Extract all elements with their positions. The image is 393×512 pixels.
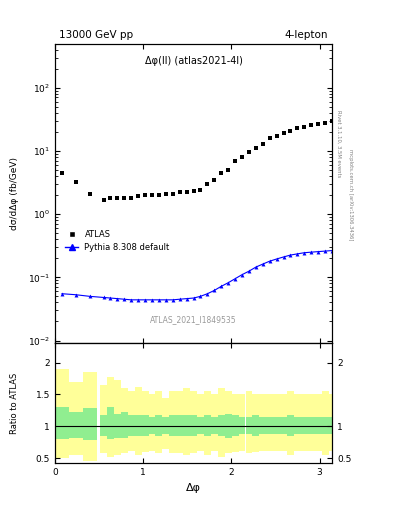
Point [197,186,204,194]
Point [107,194,114,202]
Point [211,286,217,294]
Point [287,126,294,135]
Point [225,279,231,287]
Y-axis label: Ratio to ATLAS: Ratio to ATLAS [10,373,19,434]
Point [73,178,79,186]
Point [176,188,183,197]
Point [128,296,134,304]
Point [281,253,287,261]
Point [128,194,134,202]
Point [59,290,65,298]
Point [204,290,211,298]
Point [322,247,328,255]
Point [135,296,141,304]
Point [308,121,314,129]
Point [266,257,273,265]
Point [253,144,259,153]
Text: 4-lepton: 4-lepton [285,30,328,40]
Point [246,267,252,275]
Point [225,166,231,174]
Point [107,294,114,302]
Point [156,296,162,304]
Point [329,117,335,125]
Point [239,271,245,279]
Point [322,119,328,127]
Point [274,132,280,140]
Point [260,260,266,268]
Point [114,194,121,202]
Point [308,248,314,256]
Point [86,189,93,198]
Point [266,134,273,142]
Point [294,250,301,258]
Point [232,157,238,165]
Point [114,294,121,303]
Point [246,148,252,156]
Point [149,296,155,304]
Point [170,296,176,304]
Point [100,196,107,204]
Point [184,188,190,197]
Point [135,193,141,201]
Point [156,191,162,199]
Point [142,296,148,304]
Point [211,176,217,184]
Point [121,194,127,202]
Point [142,191,148,199]
Point [176,295,183,303]
Point [294,124,301,132]
Point [170,189,176,198]
Point [301,249,307,257]
Point [260,140,266,148]
Point [197,292,204,301]
Text: ATLAS_2021_I1849535: ATLAS_2021_I1849535 [150,315,237,324]
Point [86,292,93,301]
Point [73,291,79,299]
Point [301,123,307,131]
Point [287,251,294,259]
Point [191,187,197,196]
Point [274,255,280,263]
Point [253,263,259,271]
Point [204,180,211,188]
Point [329,246,335,254]
Point [163,296,169,304]
Point [315,247,321,255]
Point [184,294,190,303]
Point [59,169,65,177]
Legend: ATLAS, Pythia 8.308 default: ATLAS, Pythia 8.308 default [62,226,173,255]
Point [163,189,169,198]
Point [239,153,245,161]
Y-axis label: dσ/dΔφ (fb/GeV): dσ/dΔφ (fb/GeV) [10,157,19,230]
Text: Rivet 3.1.10, 3.5M events: Rivet 3.1.10, 3.5M events [336,110,341,177]
Point [121,295,127,303]
Point [218,169,224,177]
Point [315,119,321,127]
Text: Δφ(ll) (atlas2021-4l): Δφ(ll) (atlas2021-4l) [145,55,242,66]
Point [149,191,155,199]
Point [100,293,107,302]
X-axis label: Δφ: Δφ [186,483,201,493]
Text: 13000 GeV pp: 13000 GeV pp [59,30,133,40]
Point [232,274,238,283]
Point [218,282,224,290]
Point [281,129,287,137]
Point [191,294,197,302]
Text: mcplots.cern.ch [arXiv:1306.3436]: mcplots.cern.ch [arXiv:1306.3436] [348,149,353,240]
